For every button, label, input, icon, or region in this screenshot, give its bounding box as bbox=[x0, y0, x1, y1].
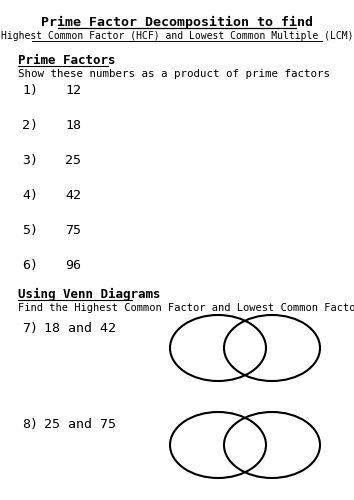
Text: 4): 4) bbox=[22, 189, 38, 202]
Text: 2): 2) bbox=[22, 119, 38, 132]
Text: Using Venn Diagrams: Using Venn Diagrams bbox=[18, 288, 160, 301]
Text: 12: 12 bbox=[65, 84, 81, 97]
Text: 96: 96 bbox=[65, 259, 81, 272]
Text: Highest Common Factor (HCF) and Lowest Common Multiple (LCM): Highest Common Factor (HCF) and Lowest C… bbox=[1, 31, 353, 41]
Text: 5): 5) bbox=[22, 224, 38, 237]
Text: Prime Factor Decomposition to find: Prime Factor Decomposition to find bbox=[41, 16, 313, 29]
Text: 18 and 42: 18 and 42 bbox=[44, 322, 116, 335]
Text: Prime Factors: Prime Factors bbox=[18, 54, 115, 67]
Text: 18: 18 bbox=[65, 119, 81, 132]
Text: 42: 42 bbox=[65, 189, 81, 202]
Text: 1): 1) bbox=[22, 84, 38, 97]
Text: 7): 7) bbox=[22, 322, 38, 335]
Text: 6): 6) bbox=[22, 259, 38, 272]
Text: 75: 75 bbox=[65, 224, 81, 237]
Text: Show these numbers as a product of prime factors: Show these numbers as a product of prime… bbox=[18, 69, 330, 79]
Text: 3): 3) bbox=[22, 154, 38, 167]
Text: 8): 8) bbox=[22, 418, 38, 431]
Text: 25 and 75: 25 and 75 bbox=[44, 418, 116, 431]
Text: 25: 25 bbox=[65, 154, 81, 167]
Text: Find the Highest Common Factor and Lowest Common Factor of: Find the Highest Common Factor and Lowes… bbox=[18, 303, 354, 313]
